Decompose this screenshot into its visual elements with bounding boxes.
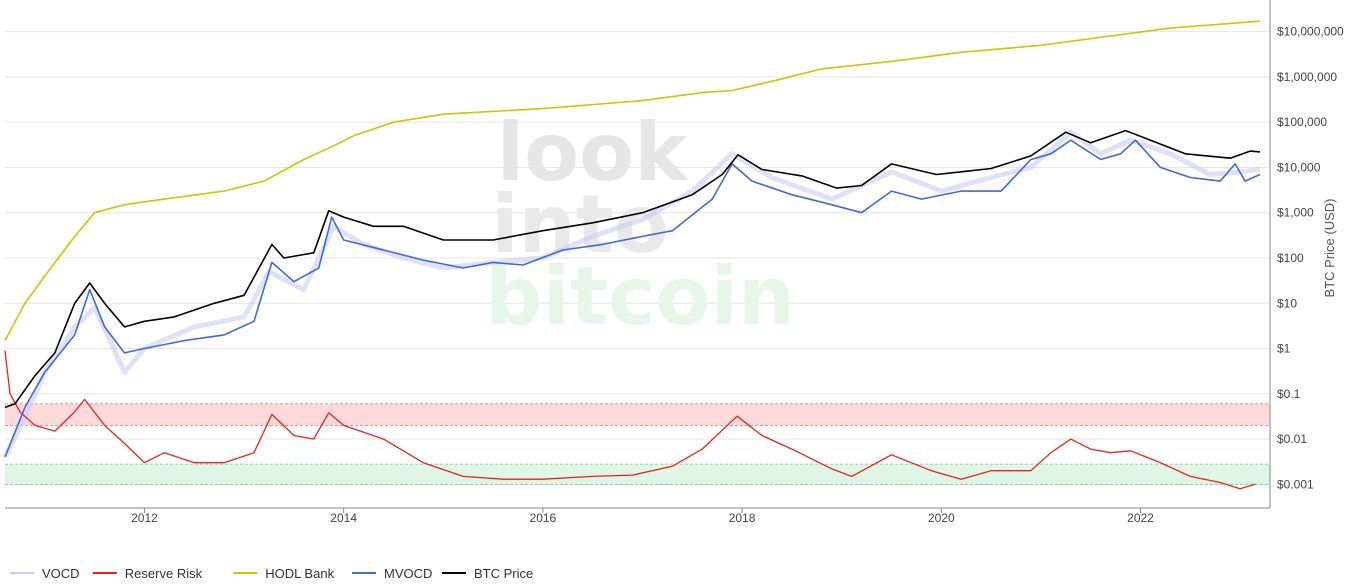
- legend-label: VOCD: [42, 566, 80, 581]
- legend-label: HODL Bank: [265, 566, 334, 581]
- series-line-btc-price: [4, 129, 1261, 409]
- legend-item: HODL Bank: [233, 566, 335, 581]
- legend-item: MVOCD: [352, 566, 432, 581]
- y-tick-label: $0.1: [1277, 387, 1301, 401]
- y-tick-label: $10,000: [1277, 160, 1321, 174]
- legend: VOCD Reserve Risk HODL Bank MVOCD BTC Price: [10, 566, 533, 581]
- y-tick-label: $1,000,000: [1277, 70, 1337, 84]
- x-tick-labels: 2012 2014 2016 2018 2020 2022: [131, 511, 1154, 525]
- y-tick-label: $1: [1277, 342, 1291, 356]
- y-tick-label: $10: [1277, 296, 1297, 310]
- y-tick-label: $100: [1277, 251, 1304, 265]
- legend-item: VOCD: [10, 566, 80, 581]
- risk-band: [5, 403, 1270, 426]
- x-tick-label: 2018: [729, 511, 756, 525]
- y-tick-label: $0.001: [1277, 477, 1314, 491]
- y-tick-label: $10,000,000: [1277, 25, 1344, 39]
- series-line-vocd: [2, 129, 1261, 459]
- watermark-line-bitcoin: bitcoin: [485, 250, 795, 343]
- y-axis-title: BTC Price (USD): [1322, 199, 1337, 298]
- x-tick-label: 2022: [1127, 511, 1154, 525]
- legend-label: Reserve Risk: [125, 566, 203, 581]
- legend-item: Reserve Risk: [92, 566, 203, 581]
- x-tick-label: 2014: [330, 511, 357, 525]
- legend-label: MVOCD: [384, 566, 432, 581]
- risk-bands: [5, 403, 1270, 485]
- y-tick-label: $100,000: [1277, 115, 1327, 129]
- series-group: [2, 20, 1261, 490]
- grid: [5, 31, 1270, 485]
- x-tick-label: 2020: [928, 511, 955, 525]
- axes: [5, 0, 1271, 513]
- series-line-reserve-risk: [4, 350, 1256, 490]
- series-line-mvocd: [4, 139, 1261, 458]
- watermark-line-look: look: [497, 106, 689, 199]
- y-tick-label: $1,000: [1277, 206, 1314, 220]
- y-tick-labels: $0.001 $0.01 $0.1 $1 $10 $100 $1,000 $10,000 $10…: [1277, 25, 1344, 492]
- x-tick-label: 2012: [131, 511, 158, 525]
- legend-item: BTC Price: [442, 566, 533, 581]
- series-line-hodl-bank: [4, 20, 1261, 341]
- x-tick-label: 2016: [530, 511, 557, 525]
- y-tick-label: $0.01: [1277, 432, 1307, 446]
- watermark: look into bitcoin: [485, 106, 795, 343]
- legend-label: BTC Price: [474, 566, 533, 581]
